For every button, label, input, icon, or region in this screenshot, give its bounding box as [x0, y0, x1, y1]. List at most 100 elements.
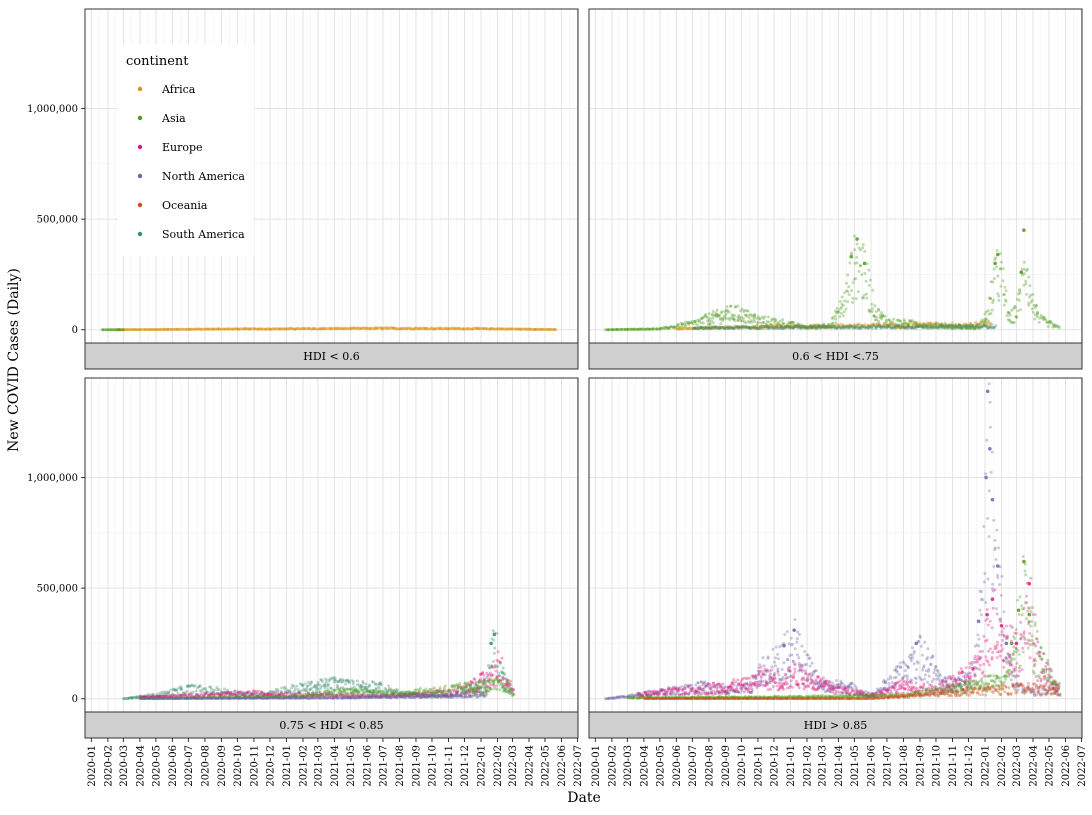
data-point: [992, 565, 996, 569]
data-point: [791, 642, 795, 646]
data-point: [245, 327, 249, 331]
data-point: [429, 326, 433, 330]
data-point: [886, 677, 890, 681]
data-point: [710, 312, 714, 316]
data-point: [226, 690, 230, 694]
data-point: [369, 326, 373, 330]
data-point: [987, 535, 991, 539]
data-point: [189, 327, 193, 331]
data-point: [232, 327, 236, 331]
data-point: [320, 680, 324, 684]
data-point: [411, 327, 415, 331]
data-point: [144, 328, 148, 332]
data-point: [382, 326, 386, 330]
data-point: [400, 326, 404, 330]
data-point: [1033, 317, 1037, 321]
data-point: [303, 682, 307, 686]
data-point: [252, 327, 256, 331]
data-point: [493, 663, 497, 667]
data-point: [122, 328, 126, 332]
data-point: [161, 327, 165, 331]
data-point: [289, 326, 293, 330]
data-point: [761, 656, 765, 660]
data-point: [205, 327, 208, 331]
data-point: [228, 327, 232, 331]
data-point: [800, 644, 804, 648]
data-point: [789, 636, 793, 640]
data-point: [474, 680, 478, 684]
data-point: [1004, 289, 1008, 293]
data-point: [127, 328, 131, 332]
data-point: [993, 548, 997, 552]
data-point: [796, 630, 800, 634]
data-point: [991, 280, 995, 284]
data-point: [914, 677, 918, 681]
data-point: [923, 673, 927, 677]
data-point: [161, 328, 165, 331]
data-point: [200, 327, 204, 331]
data-point: [725, 305, 729, 309]
data-point: [435, 327, 439, 331]
data-point: [553, 328, 557, 332]
data-point: [197, 327, 201, 331]
data-point: [138, 328, 142, 332]
y-tick-label: 1,000,000: [27, 104, 78, 115]
data-point: [793, 618, 797, 622]
data-point: [888, 674, 892, 678]
data-point: [741, 317, 745, 321]
data-point: [330, 327, 334, 331]
data-point: [992, 518, 996, 522]
data-point: [332, 326, 336, 330]
data-point: [213, 688, 217, 692]
data-point: [443, 684, 447, 688]
data-point: [414, 326, 418, 330]
facet-strip-label: HDI < 0.6: [303, 350, 359, 363]
data-point: [711, 316, 715, 320]
data-point: [264, 327, 268, 331]
data-point: [155, 328, 159, 332]
data-point: [238, 327, 242, 331]
data-point: [977, 644, 981, 648]
data-point: [263, 327, 267, 331]
data-point: [715, 308, 719, 312]
data-point: [206, 327, 210, 331]
data-point: [296, 326, 300, 330]
data-point: [995, 265, 999, 269]
data-point: [1046, 325, 1050, 329]
data-point: [312, 326, 316, 330]
data-point: [322, 327, 326, 331]
data-point: [318, 327, 322, 331]
data-point: [239, 327, 243, 331]
data-point: [438, 326, 442, 330]
data-point: [215, 685, 219, 689]
data-point: [244, 327, 248, 331]
data-point: [407, 689, 411, 693]
data-point: [172, 327, 176, 331]
data-point: [684, 323, 688, 327]
data-point: [753, 320, 757, 324]
data-point: [223, 687, 227, 691]
data-point: [835, 679, 838, 683]
data-point: [264, 327, 268, 331]
data-point: [170, 327, 174, 331]
data-point: [288, 689, 292, 693]
data-point: [287, 327, 291, 331]
data-point: [503, 673, 507, 677]
data-point: [997, 294, 1001, 298]
data-point: [986, 516, 990, 520]
data-point: [216, 327, 220, 331]
data-point: [194, 689, 198, 693]
data-point: [848, 261, 852, 265]
data-point: [378, 326, 382, 330]
data-point: [860, 273, 864, 277]
data-point: [484, 693, 488, 697]
data-point: [348, 326, 352, 330]
data-point: [867, 268, 871, 272]
data-point: [314, 327, 318, 331]
data-point: [188, 327, 192, 331]
data-point: [497, 671, 501, 675]
data-point: [272, 327, 276, 331]
data-point: [922, 664, 926, 668]
data-point: [991, 582, 995, 586]
